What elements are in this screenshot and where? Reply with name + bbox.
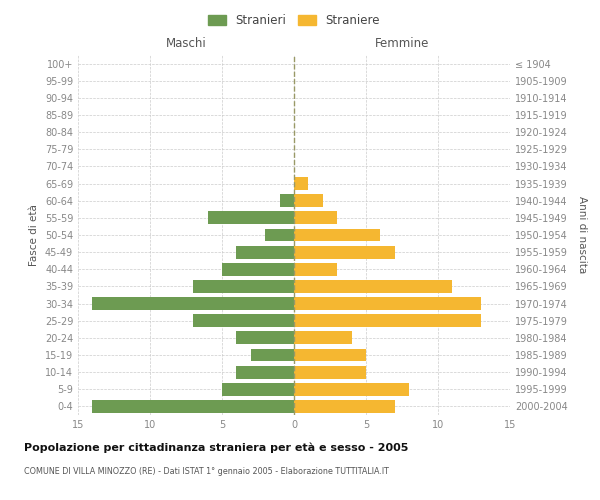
Bar xyxy=(265,228,294,241)
Text: Popolazione per cittadinanza straniera per età e sesso - 2005: Popolazione per cittadinanza straniera p… xyxy=(24,442,409,453)
Bar xyxy=(294,263,337,276)
Bar xyxy=(294,348,366,362)
Bar xyxy=(294,332,352,344)
Bar xyxy=(222,263,294,276)
Bar xyxy=(236,366,294,378)
Bar xyxy=(280,194,294,207)
Bar xyxy=(294,280,452,293)
Bar xyxy=(294,314,481,327)
Bar xyxy=(294,177,308,190)
Bar xyxy=(251,348,294,362)
Bar xyxy=(222,383,294,396)
Y-axis label: Fasce di età: Fasce di età xyxy=(29,204,39,266)
Bar xyxy=(92,400,294,413)
Bar xyxy=(236,332,294,344)
Bar xyxy=(294,228,380,241)
Bar xyxy=(294,383,409,396)
Y-axis label: Anni di nascita: Anni di nascita xyxy=(577,196,587,274)
Bar xyxy=(236,246,294,258)
Bar xyxy=(208,212,294,224)
Bar xyxy=(294,212,337,224)
Text: COMUNE DI VILLA MINOZZO (RE) - Dati ISTAT 1° gennaio 2005 - Elaborazione TUTTITA: COMUNE DI VILLA MINOZZO (RE) - Dati ISTA… xyxy=(24,468,389,476)
Bar xyxy=(193,280,294,293)
Bar xyxy=(294,297,481,310)
Bar xyxy=(294,366,366,378)
Text: Femmine: Femmine xyxy=(375,37,429,50)
Bar xyxy=(92,297,294,310)
Bar xyxy=(294,400,395,413)
Bar xyxy=(294,194,323,207)
Bar xyxy=(294,246,395,258)
Text: Maschi: Maschi xyxy=(166,37,206,50)
Legend: Stranieri, Straniere: Stranieri, Straniere xyxy=(205,10,383,30)
Bar xyxy=(193,314,294,327)
